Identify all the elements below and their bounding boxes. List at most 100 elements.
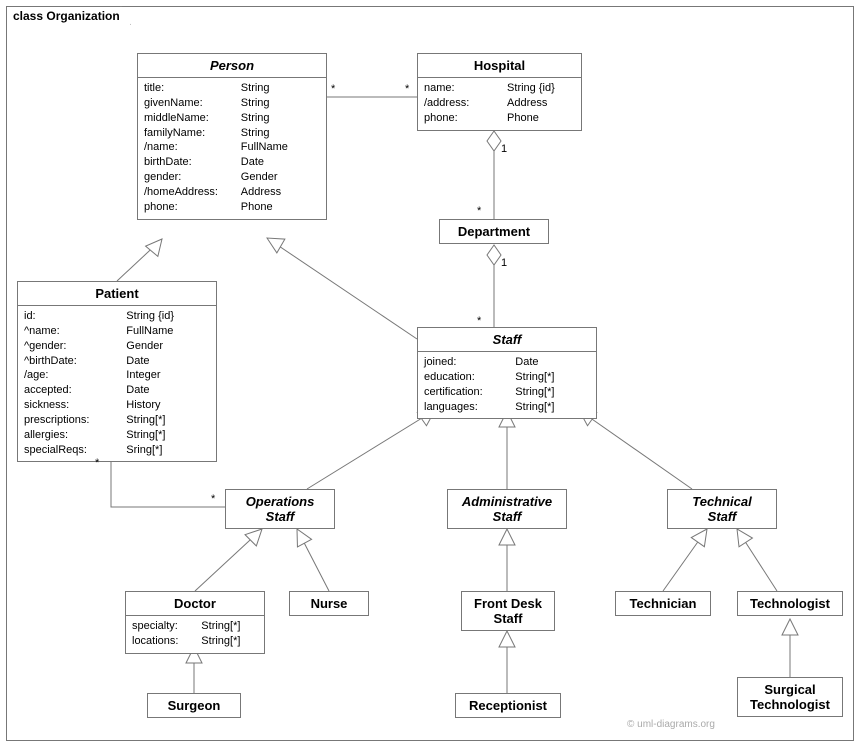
multiplicity-label: * (477, 205, 481, 217)
attr-type: String[*] (126, 413, 210, 428)
class-title: AdministrativeStaff (448, 490, 566, 528)
attr-type: String {id} (507, 81, 575, 96)
attr-type: FullName (126, 324, 210, 339)
attr-row: languages:String[*] (424, 400, 590, 415)
attr-name: gender: (144, 170, 241, 185)
attr-row: /name:FullName (144, 140, 320, 155)
class-staff: Staffjoined:Dateeducation:String[*]certi… (417, 327, 597, 419)
class-title: Technologist (738, 592, 842, 615)
class-technologist: Technologist (737, 591, 843, 616)
attr-type: FullName (241, 140, 320, 155)
attr-type: Gender (126, 339, 210, 354)
class-attributes: id:String {id}^name:FullName^gender:Gend… (18, 306, 216, 461)
multiplicity-label: * (95, 457, 99, 469)
attr-name: givenName: (144, 96, 241, 111)
attr-type: Phone (241, 200, 320, 215)
attr-type: String[*] (515, 370, 590, 385)
multiplicity-label: 1 (501, 143, 507, 155)
class-title: Person (138, 54, 326, 78)
attr-type: Date (126, 354, 210, 369)
attr-row: id:String {id} (24, 309, 210, 324)
class-adminstaff: AdministrativeStaff (447, 489, 567, 529)
attr-row: phone:Phone (144, 200, 320, 215)
class-surgtech: SurgicalTechnologist (737, 677, 843, 717)
attr-row: accepted:Date (24, 383, 210, 398)
attr-type: Sring[*] (126, 443, 210, 458)
attr-row: birthDate:Date (144, 155, 320, 170)
attr-name: ^name: (24, 324, 126, 339)
attr-row: prescriptions:String[*] (24, 413, 210, 428)
attr-type: String (241, 111, 320, 126)
attr-type: History (126, 398, 210, 413)
class-receptionist: Receptionist (455, 693, 561, 718)
package-title: class Organization (6, 6, 131, 25)
attr-row: phone:Phone (424, 111, 575, 126)
attr-row: allergies:String[*] (24, 428, 210, 443)
attr-type: String[*] (515, 385, 590, 400)
class-title: Technician (616, 592, 710, 615)
attr-type: String[*] (126, 428, 210, 443)
attr-name: prescriptions: (24, 413, 126, 428)
multiplicity-label: * (405, 83, 409, 95)
class-title: Surgeon (148, 694, 240, 717)
attr-type: Gender (241, 170, 320, 185)
attr-name: ^birthDate: (24, 354, 126, 369)
class-department: Department (439, 219, 549, 244)
attr-type: Integer (126, 368, 210, 383)
class-title: SurgicalTechnologist (738, 678, 842, 716)
class-title: Department (440, 220, 548, 243)
attr-row: ^gender:Gender (24, 339, 210, 354)
attr-name: phone: (424, 111, 507, 126)
class-person: Persontitle:StringgivenName:Stringmiddle… (137, 53, 327, 220)
class-frontdesk: Front DeskStaff (461, 591, 555, 631)
attr-name: id: (24, 309, 126, 324)
attr-name: birthDate: (144, 155, 241, 170)
multiplicity-label: 1 (501, 257, 507, 269)
attr-name: allergies: (24, 428, 126, 443)
class-surgeon: Surgeon (147, 693, 241, 718)
attr-name: accepted: (24, 383, 126, 398)
attr-row: education:String[*] (424, 370, 590, 385)
attr-type: String {id} (126, 309, 210, 324)
attr-row: familyName:String (144, 126, 320, 141)
multiplicity-label: * (331, 83, 335, 95)
copyright-text: © uml-diagrams.org (627, 719, 715, 730)
attr-type: String[*] (201, 634, 258, 649)
attr-type: Address (507, 96, 575, 111)
multiplicity-label: * (477, 315, 481, 327)
attr-name: /name: (144, 140, 241, 155)
attr-name: joined: (424, 355, 515, 370)
attr-row: gender:Gender (144, 170, 320, 185)
class-nurse: Nurse (289, 591, 369, 616)
class-patient: Patientid:String {id}^name:FullName^gend… (17, 281, 217, 462)
class-title: OperationsStaff (226, 490, 334, 528)
attr-name: middleName: (144, 111, 241, 126)
attr-name: education: (424, 370, 515, 385)
attr-name: specialty: (132, 619, 201, 634)
attr-row: sickness:History (24, 398, 210, 413)
attr-name: sickness: (24, 398, 126, 413)
class-title: Front DeskStaff (462, 592, 554, 630)
attr-row: title:String (144, 81, 320, 96)
attr-name: locations: (132, 634, 201, 649)
attr-row: /homeAddress:Address (144, 185, 320, 200)
multiplicity-label: * (211, 493, 215, 505)
attr-row: /age:Integer (24, 368, 210, 383)
class-title: Nurse (290, 592, 368, 615)
attr-type: Phone (507, 111, 575, 126)
class-doctor: Doctorspecialty:String[*]locations:Strin… (125, 591, 265, 654)
attr-name: ^gender: (24, 339, 126, 354)
class-attributes: name:String {id}/address:Addressphone:Ph… (418, 78, 581, 130)
class-attributes: joined:Dateeducation:String[*]certificat… (418, 352, 596, 418)
class-hospital: Hospitalname:String {id}/address:Address… (417, 53, 582, 131)
class-title: Hospital (418, 54, 581, 78)
attr-type: String[*] (201, 619, 258, 634)
attr-name: title: (144, 81, 241, 96)
class-attributes: title:StringgivenName:StringmiddleName:S… (138, 78, 326, 219)
attr-type: Date (241, 155, 320, 170)
class-opsstaff: OperationsStaff (225, 489, 335, 529)
attr-name: /age: (24, 368, 126, 383)
attr-row: certification:String[*] (424, 385, 590, 400)
attr-name: /address: (424, 96, 507, 111)
package-organization: class Organization Persontitle:Stringgiv… (6, 6, 854, 741)
